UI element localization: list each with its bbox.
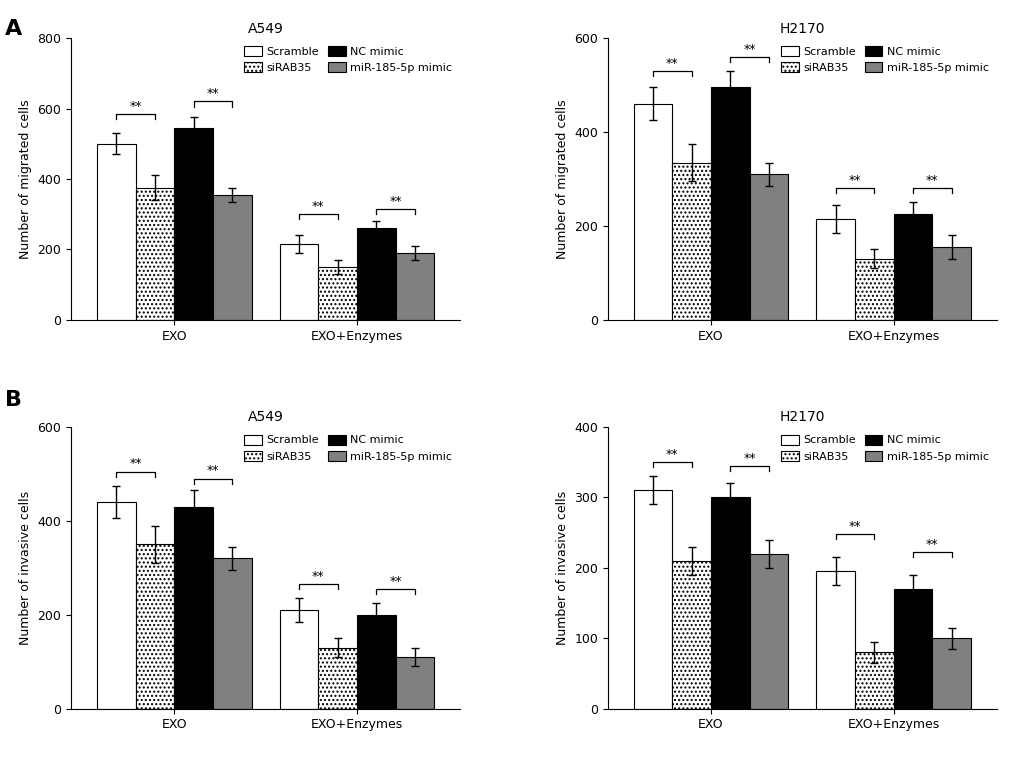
Text: **: ** xyxy=(743,43,756,56)
Title: H2170: H2170 xyxy=(779,21,825,36)
Bar xyxy=(750,174,788,320)
Y-axis label: Number of migrated cells: Number of migrated cells xyxy=(19,99,32,259)
Text: **: ** xyxy=(743,452,756,465)
Bar xyxy=(318,648,357,709)
Bar xyxy=(280,610,318,709)
Text: **: ** xyxy=(312,570,324,583)
Text: **: ** xyxy=(129,457,142,470)
Title: A549: A549 xyxy=(248,411,284,424)
Y-axis label: Number of migrated cells: Number of migrated cells xyxy=(555,99,569,259)
Bar xyxy=(672,162,711,320)
Text: B: B xyxy=(5,390,22,410)
Text: **: ** xyxy=(312,200,324,213)
Bar xyxy=(634,490,672,709)
Bar xyxy=(396,657,434,709)
Legend: Scramble, siRAB35, NC mimic, miR-185-5p mimic: Scramble, siRAB35, NC mimic, miR-185-5p … xyxy=(779,43,992,75)
Text: A: A xyxy=(5,19,22,39)
Text: **: ** xyxy=(848,520,861,533)
Text: **: ** xyxy=(129,100,142,113)
Bar xyxy=(933,247,971,320)
Bar xyxy=(213,195,251,320)
Bar xyxy=(894,589,933,709)
Legend: Scramble, siRAB35, NC mimic, miR-185-5p mimic: Scramble, siRAB35, NC mimic, miR-185-5p … xyxy=(242,433,455,464)
Bar xyxy=(213,559,251,709)
Text: **: ** xyxy=(666,57,678,70)
Text: **: ** xyxy=(666,448,678,461)
Bar xyxy=(357,615,396,709)
Legend: Scramble, siRAB35, NC mimic, miR-185-5p mimic: Scramble, siRAB35, NC mimic, miR-185-5p … xyxy=(242,43,455,75)
Bar xyxy=(97,144,135,320)
Bar xyxy=(280,244,318,320)
Bar xyxy=(711,88,750,320)
Bar xyxy=(396,253,434,320)
Text: **: ** xyxy=(390,575,402,588)
Bar xyxy=(174,128,213,320)
Bar xyxy=(135,187,174,320)
Bar xyxy=(933,639,971,709)
Bar xyxy=(357,229,396,320)
Title: H2170: H2170 xyxy=(779,411,825,424)
Bar xyxy=(711,498,750,709)
Bar xyxy=(855,652,894,709)
Legend: Scramble, siRAB35, NC mimic, miR-185-5p mimic: Scramble, siRAB35, NC mimic, miR-185-5p … xyxy=(779,433,992,464)
Bar xyxy=(634,104,672,320)
Text: **: ** xyxy=(390,195,402,208)
Bar xyxy=(318,267,357,320)
Y-axis label: Number of invasive cells: Number of invasive cells xyxy=(555,491,569,645)
Text: **: ** xyxy=(925,174,939,187)
Text: **: ** xyxy=(848,174,861,187)
Bar xyxy=(855,259,894,320)
Bar xyxy=(750,554,788,709)
Text: **: ** xyxy=(925,538,939,551)
Text: **: ** xyxy=(206,464,220,478)
Bar xyxy=(135,544,174,709)
Bar xyxy=(672,561,711,709)
Bar xyxy=(817,219,855,320)
Bar xyxy=(174,507,213,709)
Title: A549: A549 xyxy=(248,21,284,36)
Y-axis label: Number of invasive cells: Number of invasive cells xyxy=(19,491,33,645)
Bar xyxy=(97,502,135,709)
Text: **: ** xyxy=(206,88,220,101)
Bar xyxy=(817,572,855,709)
Bar xyxy=(894,214,933,320)
